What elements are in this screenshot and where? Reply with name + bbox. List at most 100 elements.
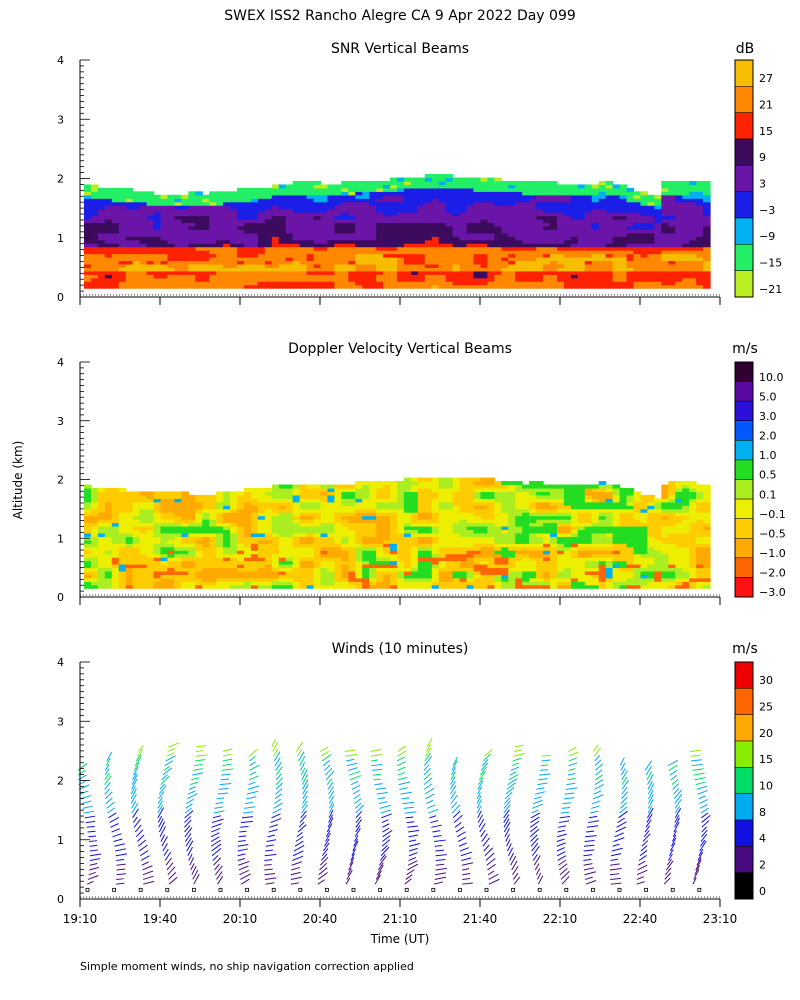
doppler-cell [383,512,391,517]
snr-cell [529,198,537,203]
snr-cell [445,205,454,210]
doppler-cell [397,515,405,520]
snr-cell [341,284,349,289]
snr-cell [598,187,607,192]
snr-cell [570,284,579,289]
doppler-cell [473,563,482,569]
doppler-cell [452,536,461,541]
snr-cell [104,281,113,286]
snr-cell [466,180,475,186]
doppler-cell [299,498,308,503]
doppler-cell [237,581,245,586]
snr-cell [264,198,273,203]
snr-cell [111,191,120,196]
doppler-cell [466,512,475,517]
snr-cell [355,194,363,199]
snr-cell [153,239,162,244]
doppler-cell [438,557,447,562]
snr-cell [84,184,92,189]
snr-cell [97,263,106,268]
doppler-cell [383,546,391,551]
doppler-cell [369,491,377,496]
snr-cell [216,246,224,251]
snr-cell [376,201,384,206]
doppler-cell [118,577,127,582]
snr-cell [327,194,335,199]
snr-cell [563,263,572,268]
snr-cell [661,263,669,268]
doppler-cell [438,563,447,569]
doppler-cell [167,574,176,579]
snr-cell [543,191,551,196]
snr-cell [264,277,273,282]
doppler-cell [278,567,287,572]
doppler-cell [278,570,287,575]
doppler-cell [522,491,530,496]
snr-cell [299,270,308,275]
snr-cell [480,257,489,262]
snr-cell [466,281,475,286]
doppler-cell [223,539,231,544]
doppler-cell [90,557,99,562]
snr-cell [397,281,405,286]
snr-cell [97,277,106,282]
doppler-cell [341,553,349,558]
doppler-cell [125,519,134,524]
doppler-cell [257,581,266,586]
doppler-cell [104,563,113,569]
snr-cell [118,208,127,213]
snr-cell [459,232,468,237]
snr-cell [257,277,266,282]
snr-cell [167,222,176,227]
snr-cell [362,274,370,279]
snr-cell [104,267,113,272]
snr-cell [550,194,558,199]
snr-cell [605,225,614,230]
doppler-cell [181,515,189,520]
doppler-cell [466,519,475,524]
snr-cell [243,208,252,213]
doppler-cell [403,577,412,582]
snr-cell [327,205,335,210]
doppler-cell [125,546,134,551]
doppler-cell [132,512,141,517]
snr-cell [327,246,335,251]
snr-cell [459,253,468,258]
snr-cell [487,277,495,282]
doppler-cell [501,529,509,534]
snr-cell [223,243,231,248]
doppler-cell [250,508,259,513]
doppler-cell [536,522,544,527]
snr-cell [647,198,655,203]
snr-cell [209,232,217,237]
snr-cell [577,222,586,227]
doppler-cell [501,522,509,527]
snr-cell [445,177,454,182]
snr-cell [424,205,433,210]
snr-cell [111,243,120,248]
snr-cell [689,270,697,275]
doppler-cell [445,501,454,506]
snr-cell [348,201,356,206]
snr-cell [417,184,426,189]
snr-cell [369,236,377,241]
doppler-cell [487,525,495,531]
snr-cell [390,198,398,203]
snr-cell [438,246,447,251]
snr-cell [202,284,210,289]
snr-cell [160,260,169,265]
doppler-cell [132,532,141,537]
doppler-cell [480,550,489,555]
snr-cell [612,184,621,189]
doppler-cell [390,546,398,551]
snr-cell [299,239,308,244]
doppler-cell [292,546,301,551]
doppler-cell [383,563,391,569]
snr-cell [90,218,99,224]
snr-cell [403,177,412,182]
snr-cell [257,263,266,268]
snr-cell [473,198,482,203]
doppler-cell [605,536,614,541]
snr-cell [445,194,454,199]
doppler-cell [452,563,461,569]
